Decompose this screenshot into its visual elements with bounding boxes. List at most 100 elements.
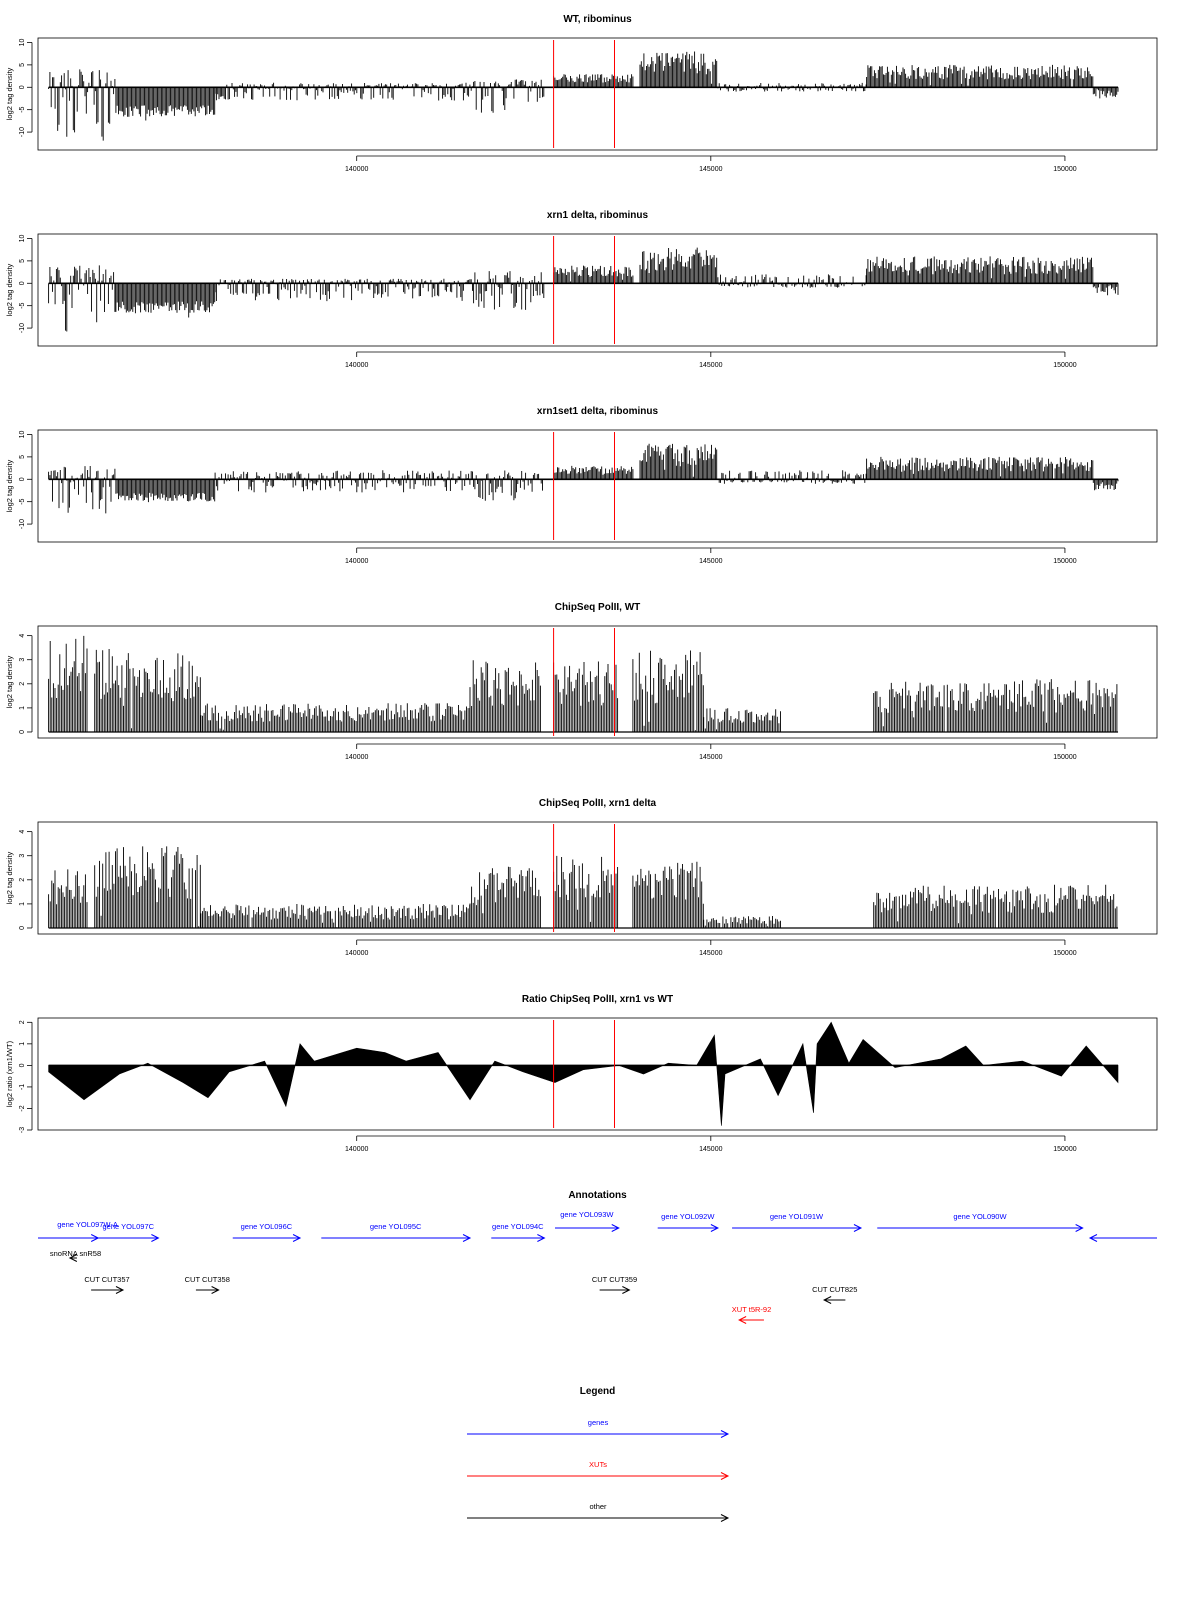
plot-frame	[37, 821, 1158, 935]
x-tick-label: 145000	[699, 1146, 722, 1153]
y-tick-label: -5	[19, 498, 26, 504]
y-tick-label: -1	[19, 1084, 26, 1090]
chart-panel-4: ChipSeq PolII, WT 0 1 2 3 4 log2 tag density 14…	[5, 602, 1158, 761]
x-axis: 140000 145000 150000	[345, 743, 1077, 761]
x-tick-label: 145000	[699, 362, 722, 369]
plot-frame	[37, 37, 1158, 151]
x-axis: 140000 145000 150000	[345, 351, 1077, 369]
y-tick-label: 5	[19, 63, 26, 67]
x-tick-label: 140000	[345, 1146, 368, 1153]
signal-segment-1	[48, 265, 116, 332]
annotation-feature: gene YOL092W	[657, 1212, 720, 1232]
signal-segment-9	[1092, 87, 1119, 99]
feature-arrow-head	[151, 1234, 160, 1242]
feature-label: CUT CUT825	[812, 1285, 857, 1294]
signal-segment-5	[553, 265, 634, 284]
chart-title: ChipSeq PolII, xrn1 delta	[539, 798, 657, 809]
feature-label: CUT CUT358	[185, 1275, 230, 1284]
signal-segment-4	[473, 271, 545, 310]
signal-segment-3	[200, 703, 471, 732]
chart-panel-6: Ratio ChipSeq PolII, xrn1 vs WT -3 -2 -1 0 1 2…	[5, 994, 1158, 1153]
y-axis-label: log2 ratio (xrn1/WT)	[5, 1040, 14, 1107]
y-tick-label: 0	[19, 926, 26, 930]
signal-segment-5	[553, 661, 619, 732]
chart-panel-5: ChipSeq PolII, xrn1 delta 0 1 2 3 4 log2 tag d…	[5, 798, 1158, 957]
plot-frame	[37, 625, 1158, 739]
feature-arrow-head	[115, 1286, 125, 1294]
legend-label: genes	[588, 1418, 609, 1427]
y-tick-label: -10	[19, 127, 26, 137]
y-tick-label: 10	[19, 430, 26, 438]
x-tick-label: 140000	[345, 754, 368, 761]
y-tick-label: 4	[19, 830, 26, 834]
signal-segment-1	[48, 635, 88, 732]
y-tick-label: 10	[19, 234, 26, 242]
signal-segment-1	[48, 869, 88, 928]
signal-segment-6	[632, 650, 704, 732]
y-tick-label: -2	[19, 1105, 26, 1111]
x-tick-label: 140000	[345, 362, 368, 369]
signal-segment-6	[639, 247, 718, 284]
x-tick-label: 150000	[1053, 1146, 1076, 1153]
feature-arrow-head	[68, 1254, 78, 1262]
annotation-feature: snoRNA snR58	[50, 1249, 101, 1262]
legend-title: Legend	[580, 1386, 616, 1397]
signal-segment-3	[214, 82, 473, 101]
feature-label: gene YOL094C	[492, 1222, 544, 1231]
signal-segment-5	[553, 855, 619, 928]
x-tick-label: 140000	[345, 558, 368, 565]
x-axis: 140000 145000 150000	[345, 547, 1077, 565]
y-tick-label: 0	[19, 730, 26, 734]
signal-segment-4	[469, 660, 541, 732]
annotation-feature: gene YOL094C	[491, 1222, 546, 1242]
chart-title: WT, ribominus	[563, 14, 632, 25]
y-axis: -10 -5 0 5 10	[19, 234, 33, 333]
chart-title: xrn1set1 delta, ribominus	[537, 406, 659, 417]
signal-segment-6	[639, 443, 718, 480]
signal-segment-5	[553, 465, 634, 480]
annotation-feature: gene YOL093W	[555, 1210, 620, 1232]
annotation-edge-arrows	[38, 1234, 1157, 1242]
legend-arrow-head	[720, 1430, 730, 1438]
y-tick-label: 0	[19, 477, 26, 481]
y-tick-label: 3	[19, 854, 26, 858]
legend-entry: other	[467, 1502, 730, 1522]
x-axis: 140000 145000 150000	[345, 155, 1077, 173]
signal-segment-1	[48, 466, 116, 514]
x-tick-label: 150000	[1053, 166, 1076, 173]
signal-segment-7	[703, 708, 781, 732]
y-tick-label: 2	[19, 1020, 26, 1024]
y-axis-label: log2 tag density	[5, 655, 14, 708]
feature-arrow-head	[211, 1286, 220, 1294]
chart-panel-2: xrn1 delta, ribominus -10 -5 0 5 10 log2 tag d…	[5, 210, 1158, 369]
x-tick-label: 145000	[699, 558, 722, 565]
y-tick-label: -5	[19, 106, 26, 112]
annotation-feature: gene YOL090W	[877, 1212, 1084, 1232]
legend-label: XUTs	[589, 1460, 607, 1469]
legend: Legend genes XUTs other	[467, 1386, 730, 1522]
signal-segment-2	[94, 649, 201, 732]
y-tick-label: 5	[19, 259, 26, 263]
signal-segment-7	[717, 470, 867, 484]
data-series	[48, 635, 1119, 733]
feature-arrow-head	[611, 1224, 620, 1232]
feature-label: CUT CUT357	[84, 1275, 129, 1284]
x-tick-label: 150000	[1053, 950, 1076, 957]
ratio-area	[48, 1021, 1119, 1126]
x-tick-label: 140000	[345, 166, 368, 173]
x-tick-label: 140000	[345, 950, 368, 957]
x-axis: 140000 145000 150000	[345, 1135, 1077, 1153]
y-tick-label: -5	[19, 302, 26, 308]
annotation-feature: CUT CUT357	[84, 1275, 130, 1294]
feature-arrow-head	[537, 1234, 546, 1242]
feature-label: gene YOL090W	[953, 1212, 1007, 1221]
feature-label: gene YOL093W	[560, 1210, 614, 1219]
data-series	[48, 247, 1119, 332]
data-series	[48, 1021, 1119, 1126]
data-series	[48, 51, 1119, 141]
y-axis-label: log2 tag density	[5, 263, 14, 316]
signal-segment-2	[115, 283, 216, 318]
plot-frame	[37, 429, 1158, 543]
x-tick-label: 150000	[1053, 754, 1076, 761]
chart-panel-3: xrn1set1 delta, ribominus -10 -5 0 5 10 log2 t…	[5, 406, 1158, 565]
